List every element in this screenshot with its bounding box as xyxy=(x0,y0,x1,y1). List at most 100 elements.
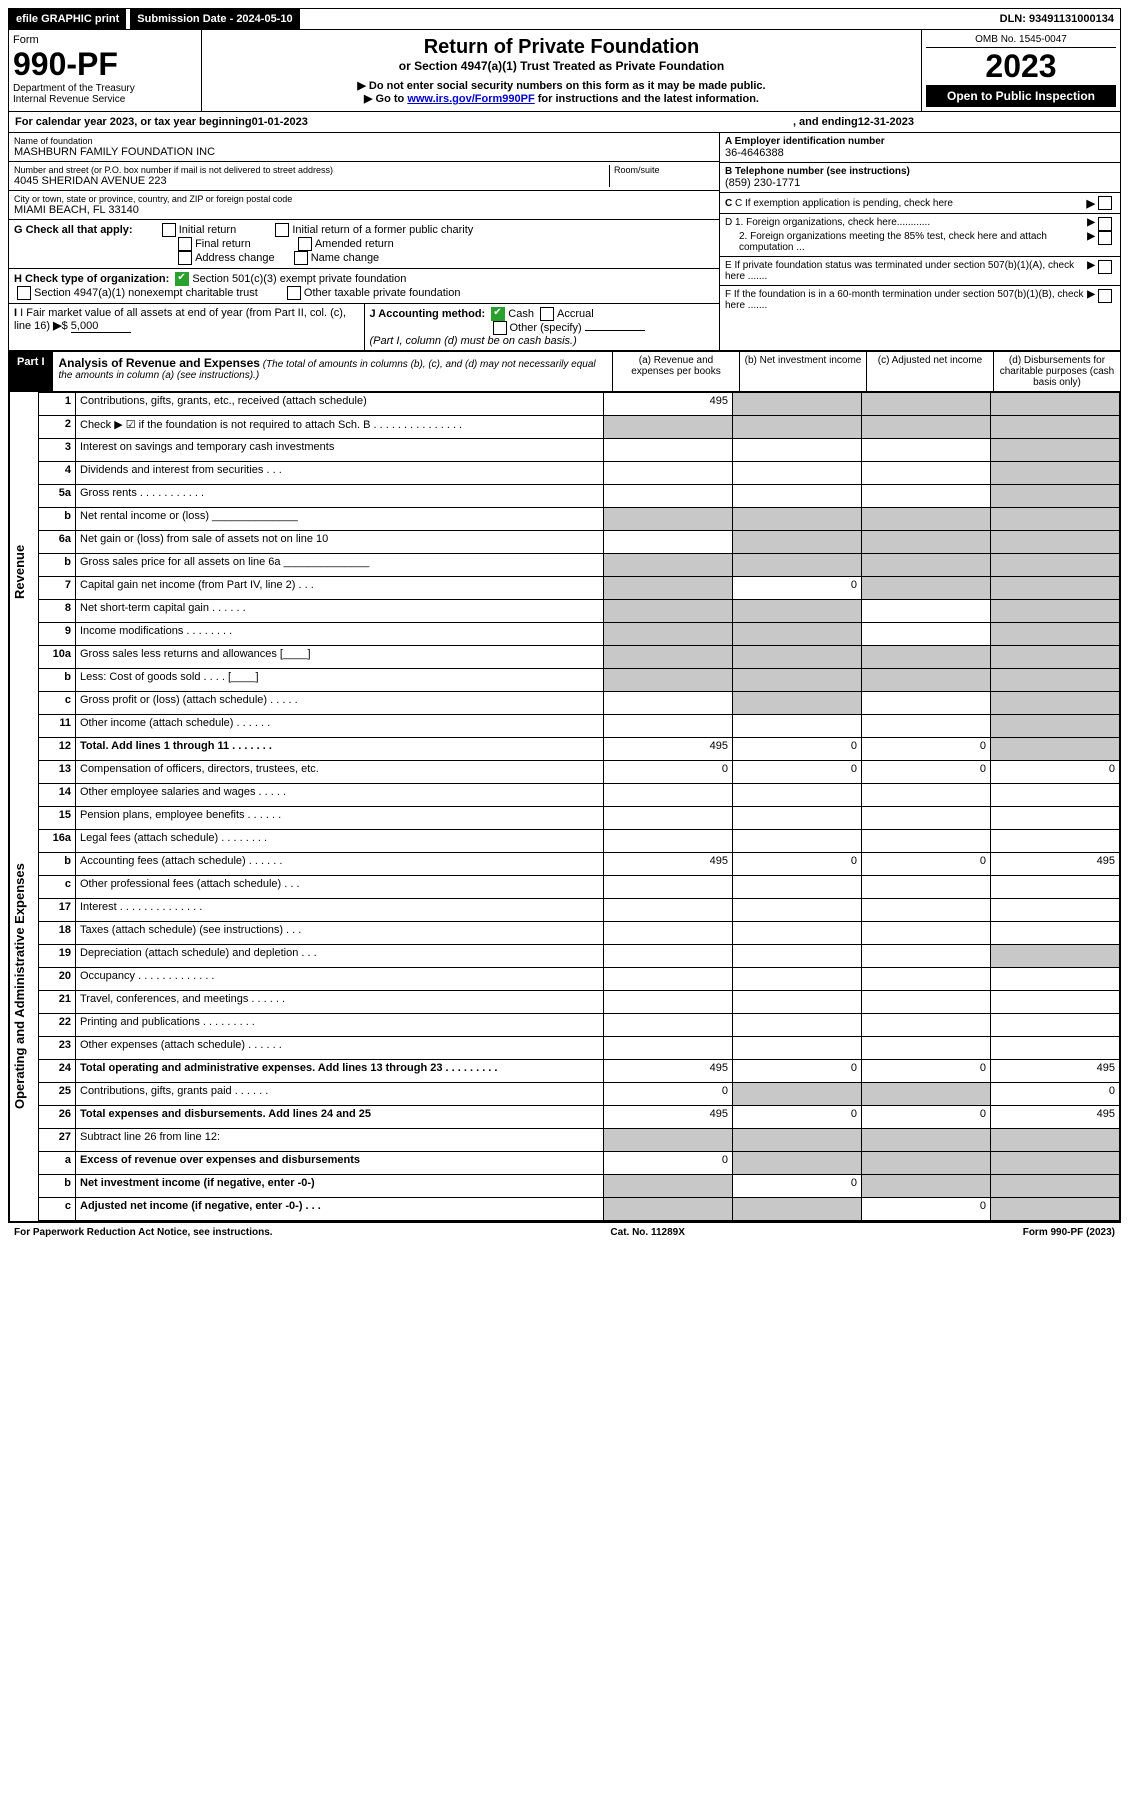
form-subtitle: or Section 4947(a)(1) Trust Treated as P… xyxy=(208,59,915,73)
col-c: 0 xyxy=(862,761,991,784)
fmv-value: 5,000 xyxy=(71,320,131,333)
line-desc: Interest . . . . . . . . . . . . . . xyxy=(76,899,604,922)
line-desc: Occupancy . . . . . . . . . . . . . xyxy=(76,968,604,991)
checkbox-501c3[interactable] xyxy=(175,272,189,286)
col-a xyxy=(604,623,733,646)
col-d-hdr: (d) Disbursements for charitable purpose… xyxy=(993,352,1120,391)
footer-right: Form 990-PF (2023) xyxy=(1023,1227,1115,1238)
line-num: 2 xyxy=(39,416,76,439)
checkbox-name-change[interactable] xyxy=(294,251,308,265)
table-row: bNet rental income or (loss) ___________… xyxy=(39,508,1120,531)
checkbox-amended[interactable] xyxy=(298,237,312,251)
checkbox-c[interactable] xyxy=(1098,196,1112,210)
line-num: 5a xyxy=(39,485,76,508)
line-num: 22 xyxy=(39,1014,76,1037)
col-b xyxy=(733,876,862,899)
checkbox-accrual[interactable] xyxy=(540,307,554,321)
line-desc: Other professional fees (attach schedule… xyxy=(76,876,604,899)
col-c: 0 xyxy=(862,738,991,761)
col-a xyxy=(604,646,733,669)
col-d xyxy=(991,715,1120,738)
col-c xyxy=(862,623,991,646)
col-c xyxy=(862,1083,991,1106)
checkbox-4947[interactable] xyxy=(17,286,31,300)
col-c xyxy=(862,968,991,991)
line-num: 6a xyxy=(39,531,76,554)
line-desc: Pension plans, employee benefits . . . .… xyxy=(76,807,604,830)
col-a xyxy=(604,922,733,945)
line-desc: Accounting fees (attach schedule) . . . … xyxy=(76,853,604,876)
instructions-link[interactable]: www.irs.gov/Form990PF xyxy=(407,93,534,105)
col-b xyxy=(733,393,862,416)
checkbox-other-method[interactable] xyxy=(493,321,507,335)
col-d xyxy=(991,1175,1120,1198)
col-a xyxy=(604,485,733,508)
col-b: 0 xyxy=(733,1106,862,1129)
table-row: 10aGross sales less returns and allowanc… xyxy=(39,646,1120,669)
line-num: 1 xyxy=(39,393,76,416)
checkbox-initial-former[interactable] xyxy=(275,223,289,237)
city-state-zip: MIAMI BEACH, FL 33140 xyxy=(14,204,714,216)
col-a xyxy=(604,1014,733,1037)
checkbox-other-taxable[interactable] xyxy=(287,286,301,300)
line-num: b xyxy=(39,853,76,876)
ein-value: 36-4646388 xyxy=(725,147,1115,159)
col-d xyxy=(991,1198,1120,1221)
col-c xyxy=(862,830,991,853)
col-b xyxy=(733,485,862,508)
page-footer: For Paperwork Reduction Act Notice, see … xyxy=(8,1222,1121,1242)
checkbox-initial-return[interactable] xyxy=(162,223,176,237)
col-d xyxy=(991,554,1120,577)
revenue-side-label: Revenue xyxy=(9,392,38,752)
col-c xyxy=(862,1037,991,1060)
col-a: 495 xyxy=(604,1106,733,1129)
col-d xyxy=(991,738,1120,761)
tax-year: 2023 xyxy=(926,48,1116,85)
col-b xyxy=(733,508,862,531)
col-c xyxy=(862,646,991,669)
efile-badge: efile GRAPHIC print xyxy=(9,9,126,29)
col-c xyxy=(862,692,991,715)
col-d xyxy=(991,531,1120,554)
line-num: 25 xyxy=(39,1083,76,1106)
checkbox-f[interactable] xyxy=(1098,289,1112,303)
col-c xyxy=(862,416,991,439)
table-row: 4Dividends and interest from securities … xyxy=(39,462,1120,485)
col-b xyxy=(733,922,862,945)
col-d: 495 xyxy=(991,853,1120,876)
col-c xyxy=(862,1175,991,1198)
street-address: 4045 SHERIDAN AVENUE 223 xyxy=(14,175,605,187)
line-desc: Interest on savings and temporary cash i… xyxy=(76,439,604,462)
checkbox-d1[interactable] xyxy=(1098,217,1112,231)
col-a xyxy=(604,600,733,623)
line-num: 14 xyxy=(39,784,76,807)
checkbox-e[interactable] xyxy=(1098,260,1112,274)
col-c xyxy=(862,531,991,554)
table-row: bGross sales price for all assets on lin… xyxy=(39,554,1120,577)
part1-body: Revenue Operating and Administrative Exp… xyxy=(9,392,1120,1221)
col-c xyxy=(862,393,991,416)
table-row: 19Depreciation (attach schedule) and dep… xyxy=(39,945,1120,968)
col-b xyxy=(733,1198,862,1221)
col-b xyxy=(733,1083,862,1106)
part1-label: Part I xyxy=(9,352,53,391)
line-desc: Total. Add lines 1 through 11 . . . . . … xyxy=(76,738,604,761)
table-row: 6aNet gain or (loss) from sale of assets… xyxy=(39,531,1120,554)
line-desc: Other expenses (attach schedule) . . . .… xyxy=(76,1037,604,1060)
line-desc: Total operating and administrative expen… xyxy=(76,1060,604,1083)
part1-header: Part I Analysis of Revenue and Expenses … xyxy=(9,351,1120,392)
checkbox-d2[interactable] xyxy=(1098,231,1112,245)
addr-label: Number and street (or P.O. box number if… xyxy=(14,165,605,175)
d1-label: D 1. Foreign organizations, check here..… xyxy=(725,217,1087,231)
checkbox-address-change[interactable] xyxy=(178,251,192,265)
col-d xyxy=(991,1037,1120,1060)
line-desc: Income modifications . . . . . . . . xyxy=(76,623,604,646)
irs: Internal Revenue Service xyxy=(13,94,193,105)
col-d xyxy=(991,692,1120,715)
checkbox-cash[interactable] xyxy=(491,307,505,321)
checkbox-final-return[interactable] xyxy=(178,237,192,251)
col-a xyxy=(604,968,733,991)
col-b xyxy=(733,600,862,623)
line-num: 17 xyxy=(39,899,76,922)
form-word: Form xyxy=(13,34,193,46)
